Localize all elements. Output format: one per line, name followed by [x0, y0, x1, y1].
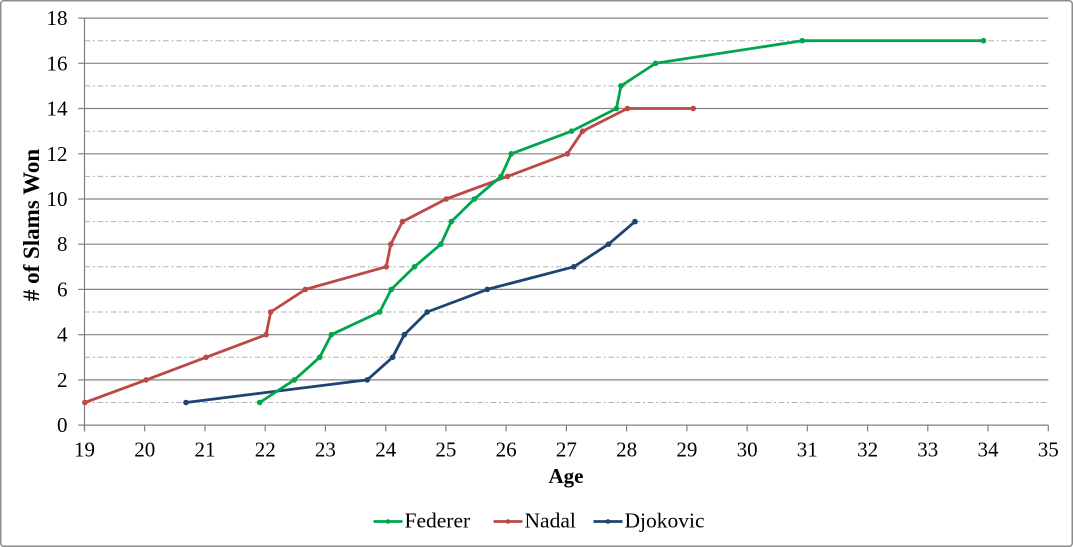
svg-text:4: 4 [57, 323, 68, 347]
svg-text:Nadal: Nadal [525, 509, 576, 533]
svg-text:26: 26 [496, 437, 517, 461]
svg-text:Federer: Federer [405, 509, 471, 533]
svg-text:22: 22 [255, 437, 276, 461]
svg-text:12: 12 [47, 142, 68, 166]
svg-text:25: 25 [435, 437, 456, 461]
svg-text:27: 27 [556, 437, 577, 461]
svg-text:30: 30 [737, 437, 758, 461]
svg-text:34: 34 [978, 437, 1000, 461]
svg-text:21: 21 [195, 437, 216, 461]
svg-text:31: 31 [797, 437, 818, 461]
svg-text:# of Slams Won: # of Slams Won [19, 149, 44, 302]
svg-text:20: 20 [134, 437, 155, 461]
svg-text:10: 10 [47, 187, 68, 211]
svg-text:2: 2 [57, 368, 68, 392]
svg-text:29: 29 [676, 437, 697, 461]
svg-text:33: 33 [917, 437, 938, 461]
svg-text:Age: Age [549, 464, 584, 488]
svg-text:0: 0 [57, 413, 68, 437]
svg-text:6: 6 [57, 277, 68, 301]
svg-text:18: 18 [47, 6, 68, 30]
svg-text:8: 8 [57, 232, 68, 256]
svg-text:35: 35 [1038, 437, 1059, 461]
svg-text:24: 24 [375, 437, 397, 461]
svg-text:Djokovic: Djokovic [625, 509, 705, 533]
svg-text:28: 28 [616, 437, 637, 461]
svg-text:16: 16 [47, 51, 68, 75]
svg-text:32: 32 [857, 437, 878, 461]
svg-text:14: 14 [47, 97, 69, 121]
svg-text:19: 19 [74, 437, 95, 461]
svg-text:23: 23 [315, 437, 336, 461]
